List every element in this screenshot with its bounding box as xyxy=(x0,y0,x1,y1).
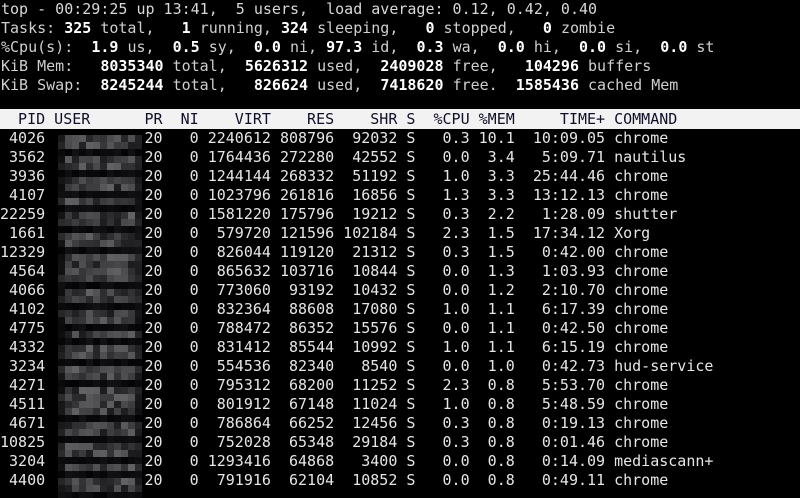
swap-used-label: used, xyxy=(317,76,363,94)
table-row[interactable]: 3562 20 0 1764436 272280 42552 S 0.0 3.4… xyxy=(0,148,687,166)
table-row[interactable]: 4107 20 0 1023796 261816 16856 S 1.3 3.3… xyxy=(0,186,669,204)
cpu-hi-value: 0.0 xyxy=(497,38,525,56)
table-row[interactable]: 4102 20 0 832364 88608 17080 S 1.0 1.1 6… xyxy=(0,300,669,318)
mem-total-label: total, xyxy=(172,57,227,75)
swap-free-label: free. xyxy=(452,76,498,94)
mem-label: KiB Mem: xyxy=(1,57,74,75)
mem-free-label: free, xyxy=(452,57,498,75)
table-row[interactable]: 4400 20 0 791916 62104 10852 S 0.0 0.8 0… xyxy=(0,471,669,489)
cpu-label: %Cpu(s): xyxy=(1,38,74,56)
table-row[interactable]: 3936 20 0 1244144 268332 51192 S 1.0 3.3… xyxy=(0,167,669,185)
cpu-wa-label: wa, xyxy=(452,38,480,56)
table-row[interactable]: 4332 20 0 831412 85544 10992 S 1.0 1.1 6… xyxy=(0,338,669,356)
table-row[interactable]: 10825 20 0 752028 65348 29184 S 0.3 0.8 … xyxy=(0,433,669,451)
cpu-wa-value: 0.3 xyxy=(416,38,444,56)
cpu-ni-label: ni, xyxy=(290,38,318,56)
table-row[interactable]: 4066 20 0 773060 93192 10432 S 0.0 1.2 2… xyxy=(0,281,669,299)
cpu-st-label: st xyxy=(696,38,715,56)
cpu-st-value: 0.0 xyxy=(660,38,688,56)
mem-buffers-value: 104296 xyxy=(524,57,579,75)
top-summary-line-uptime: top - 00:29:25 up 13:41, 5 users, load a… xyxy=(0,0,800,19)
top-summary-line-mem: KiB Mem: 8035340 total, 5626312 used, 24… xyxy=(0,57,800,76)
process-table-body[interactable]: 4026 20 0 2240612 808796 92032 S 0.3 10.… xyxy=(0,129,800,490)
mem-buffers-label: buffers xyxy=(588,57,652,75)
table-row[interactable]: 3234 20 0 554536 82340 8540 S 0.0 1.0 0:… xyxy=(0,357,714,375)
tasks-total-label: total, xyxy=(100,19,155,37)
tasks-running-value: 1 xyxy=(181,19,191,37)
uptime-text: top - 00:29:25 up 13:41, 5 users, load a… xyxy=(1,0,598,18)
table-row[interactable]: 4564 20 0 865632 103716 10844 S 0.0 1.3 … xyxy=(0,262,669,280)
table-row[interactable]: 4775 20 0 788472 86352 15576 S 0.0 1.1 0… xyxy=(0,319,669,337)
top-summary-line-swap: KiB Swap: 8245244 total, 826624 used, 74… xyxy=(0,76,800,95)
table-row[interactable]: 3204 20 0 1293416 64868 3400 S 0.0 0.8 0… xyxy=(0,452,714,470)
table-row[interactable]: 4026 20 0 2240612 808796 92032 S 0.3 10.… xyxy=(0,129,669,147)
tasks-label: Tasks: xyxy=(1,19,56,37)
top-summary-line-tasks: Tasks: 325 total, 1 running, 324 sleepin… xyxy=(0,19,800,38)
table-row[interactable]: 4511 20 0 801912 67148 11024 S 1.0 0.8 5… xyxy=(0,395,669,413)
tasks-sleeping-value: 324 xyxy=(280,19,309,37)
tasks-stopped-label: stopped, xyxy=(443,19,516,37)
table-row[interactable]: 12329 20 0 826044 119120 21312 S 0.3 1.5… xyxy=(0,243,669,261)
swap-free-value: 7418620 xyxy=(380,76,444,94)
cpu-si-label: si, xyxy=(615,38,643,56)
table-row[interactable]: 22259 20 0 1581220 175796 19212 S 0.3 2.… xyxy=(0,205,678,223)
mem-total-value: 8035340 xyxy=(100,57,164,75)
table-row[interactable]: 4671 20 0 786864 66252 12456 S 0.3 0.8 0… xyxy=(0,414,669,432)
table-row[interactable]: 1661 20 0 579720 121596 102184 S 2.3 1.5… xyxy=(0,224,651,242)
mem-free-value: 2409028 xyxy=(380,57,444,75)
swap-cached-value: 1585436 xyxy=(515,76,579,94)
summary-table-spacer xyxy=(0,95,800,109)
cpu-id-value: 97.3 xyxy=(326,38,363,56)
top-summary-line-cpu: %Cpu(s): 1.9 us, 0.5 sy, 0.0 ni, 97.3 id… xyxy=(0,38,800,57)
cpu-sy-label: sy, xyxy=(208,38,236,56)
swap-label: KiB Swap: xyxy=(1,76,83,94)
mem-used-value: 5626312 xyxy=(244,57,309,75)
tasks-stopped-value: 0 xyxy=(425,19,435,37)
table-row[interactable]: 4271 20 0 795312 68200 11252 S 2.3 0.8 5… xyxy=(0,376,669,394)
swap-total-label: total, xyxy=(172,76,227,94)
cpu-us-value: 1.9 xyxy=(91,38,119,56)
tasks-zombie-label: zombie xyxy=(560,19,616,37)
process-table-header[interactable]: PID USER PR NI VIRT RES SHR S %CPU %MEM … xyxy=(0,109,800,129)
cpu-si-value: 0.0 xyxy=(579,38,607,56)
cpu-us-label: us, xyxy=(127,38,155,56)
cpu-hi-label: hi, xyxy=(533,38,561,56)
cpu-ni-value: 0.0 xyxy=(253,38,281,56)
swap-used-value: 826624 xyxy=(253,76,309,94)
swap-cached-label: cached Mem xyxy=(588,76,679,94)
tasks-running-label: running, xyxy=(199,19,272,37)
tasks-zombie-value: 0 xyxy=(542,19,552,37)
swap-total-value: 8245244 xyxy=(100,76,164,94)
cpu-id-label: id, xyxy=(371,38,399,56)
mem-used-label: used, xyxy=(317,57,363,75)
cpu-sy-value: 0.5 xyxy=(172,38,200,56)
tasks-total-value: 325 xyxy=(64,19,92,37)
tasks-sleeping-label: sleeping, xyxy=(317,19,399,37)
